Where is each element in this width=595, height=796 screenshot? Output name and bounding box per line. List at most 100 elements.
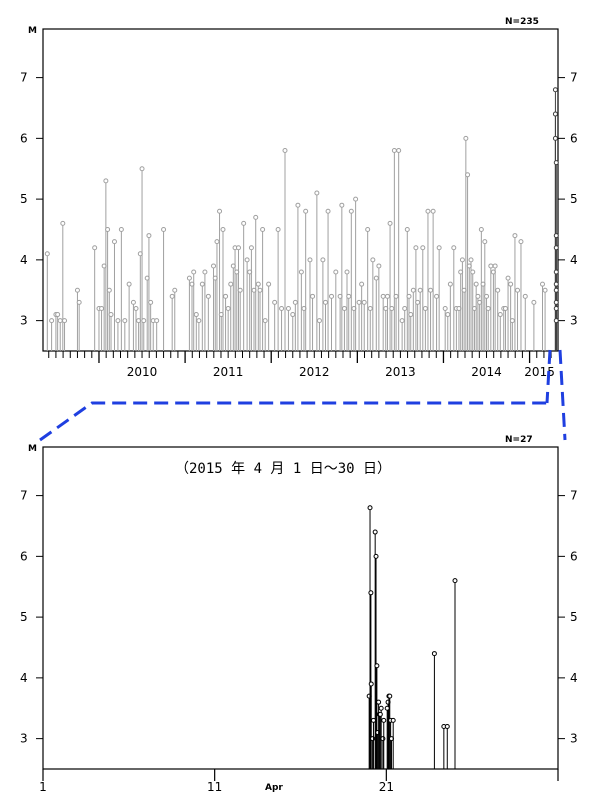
stem-point [303,208,309,214]
stem-point [381,717,387,723]
stem-point [531,299,537,305]
stem-point [44,251,50,257]
y-tick-label-right: 7 [570,71,578,85]
stem-point [387,693,393,699]
stem-point [451,245,457,251]
stem-point [74,287,80,293]
stem-point [393,293,399,299]
stem-point [475,293,481,299]
stem-point [387,220,393,226]
stem-point [415,299,421,305]
y-tick-label-left: 3 [20,314,28,328]
stem-point [444,723,450,729]
stem-point [361,299,367,305]
stem-point [279,305,285,311]
stem-point [191,269,197,275]
bottom-month-label: Apr [265,783,283,793]
stem-point [141,318,147,324]
x-tick-label: 2015 [524,365,555,379]
bottom-count-label: N=27 [505,435,533,445]
top-y-axis: 3 3 4 4 5 5 6 6 7 7 [20,71,578,328]
stem-point [370,736,376,742]
stem-point [356,299,362,305]
stem-point [553,245,559,251]
y-tick-label-left: 3 [20,732,28,746]
stem-point [346,293,352,299]
x-tick-label: 2013 [385,365,416,379]
y-tick-label-left: 7 [20,489,28,503]
zoom-connector-right [545,349,552,404]
stem-point [139,166,145,172]
stem-point [146,233,152,239]
stem-point [49,318,55,324]
stem-point [169,293,175,299]
stem-point [205,293,211,299]
stem-point [384,293,390,299]
stem-point [512,233,518,239]
bottom-plot-frame [42,446,559,770]
stem-point [396,148,402,154]
stem-point [468,257,474,263]
stem-point [515,287,521,293]
stem-point [417,287,423,293]
stem-point [248,245,254,251]
stem-point [186,275,192,281]
stem-point [92,245,98,251]
stem-point [111,239,117,245]
x-tick-label: 2011 [213,365,244,379]
y-tick-label-left: 4 [20,671,28,685]
stem-point [428,287,434,293]
top-stems [44,87,559,351]
stem-point [553,269,559,275]
stem-point [390,717,396,723]
stem-point [196,318,202,324]
stem-point [322,299,328,305]
stem-point [402,305,408,311]
stem-point [413,245,419,251]
x-tick-label: 21 [379,780,394,794]
x-tick-label: 11 [207,780,222,794]
stem-point [378,705,384,711]
stem-point [292,299,298,305]
stem-point [404,226,410,232]
stem-point [223,293,229,299]
stem-point [553,299,559,305]
stem-point [509,318,515,324]
stem-point [505,275,511,281]
stem-point [154,318,160,324]
stem-point [447,281,453,287]
bottom-y-axis: 3 3 4 4 5 5 6 6 7 7 [20,489,578,746]
stem-point [399,318,405,324]
stem-point [445,312,451,318]
stem-point [368,681,374,687]
y-tick-label-right: 4 [570,253,578,267]
stem-point [482,239,488,245]
stem-point [368,590,374,596]
stem-point [374,663,380,669]
stem-point [495,287,501,293]
stem-point [115,318,121,324]
stem-point [425,208,431,214]
stem-point [542,287,548,293]
stem-point [389,305,395,311]
stem-point [262,318,268,324]
stem-point [253,214,259,220]
stem-point [552,135,558,141]
x-tick-label: 1 [39,780,47,794]
stem-point [502,305,508,311]
stem-point [539,281,545,287]
stem-point [484,293,490,299]
zoom-connector-bottom [558,349,567,441]
stem-point [241,220,247,226]
stem-point [373,275,379,281]
stem-point [325,208,331,214]
stem-point [553,281,559,287]
bottom-y-axis-label: M [28,444,37,454]
stem-point [118,226,124,232]
stem-point [57,318,63,324]
stem-point [473,281,479,287]
stem-point [126,281,132,287]
stem-point [214,239,220,245]
stem-point [367,305,373,311]
